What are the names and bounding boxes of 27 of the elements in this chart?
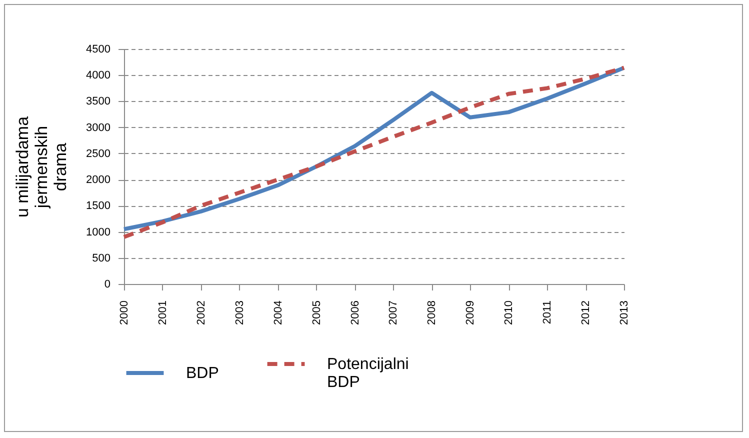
y-tick-label: 500: [92, 252, 110, 264]
y-tick-label: 3000: [86, 122, 110, 134]
x-tick-label: 2013: [618, 300, 630, 325]
y-axis-title: u milijardama jermenskih drama: [13, 116, 70, 218]
x-tick-label: 2010: [503, 300, 516, 325]
legend-label: Potencijalni BDP: [327, 356, 409, 391]
legend-label: BDP: [186, 365, 219, 382]
x-tick-label: 2008: [426, 300, 438, 325]
x-tick-label: 2000: [118, 300, 130, 325]
x-tick-label: 2002: [195, 300, 208, 325]
y-tick-label: 2500: [86, 148, 110, 160]
y-tick-label: 3500: [86, 96, 110, 108]
y-tick-label: 4500: [86, 44, 110, 56]
y-tick-label: 1500: [86, 200, 110, 212]
y-tick-label: 0: [104, 278, 110, 290]
y-tick-label: 2000: [86, 174, 110, 186]
x-tick-label: 2005: [310, 300, 323, 325]
y-tick-label: 4000: [86, 70, 110, 82]
x-tick-label: 2004: [272, 300, 284, 325]
x-tick-label: 2007: [388, 300, 400, 325]
x-tick-label: 2001: [156, 300, 169, 325]
x-tick-label: 2003: [234, 300, 246, 325]
y-tick-label: 1000: [86, 226, 110, 238]
x-tick-label: 2012: [580, 300, 592, 325]
x-tick-label: 2009: [464, 300, 477, 325]
x-tick-label: 2011: [542, 300, 554, 324]
x-tick-label: 2006: [349, 300, 362, 325]
